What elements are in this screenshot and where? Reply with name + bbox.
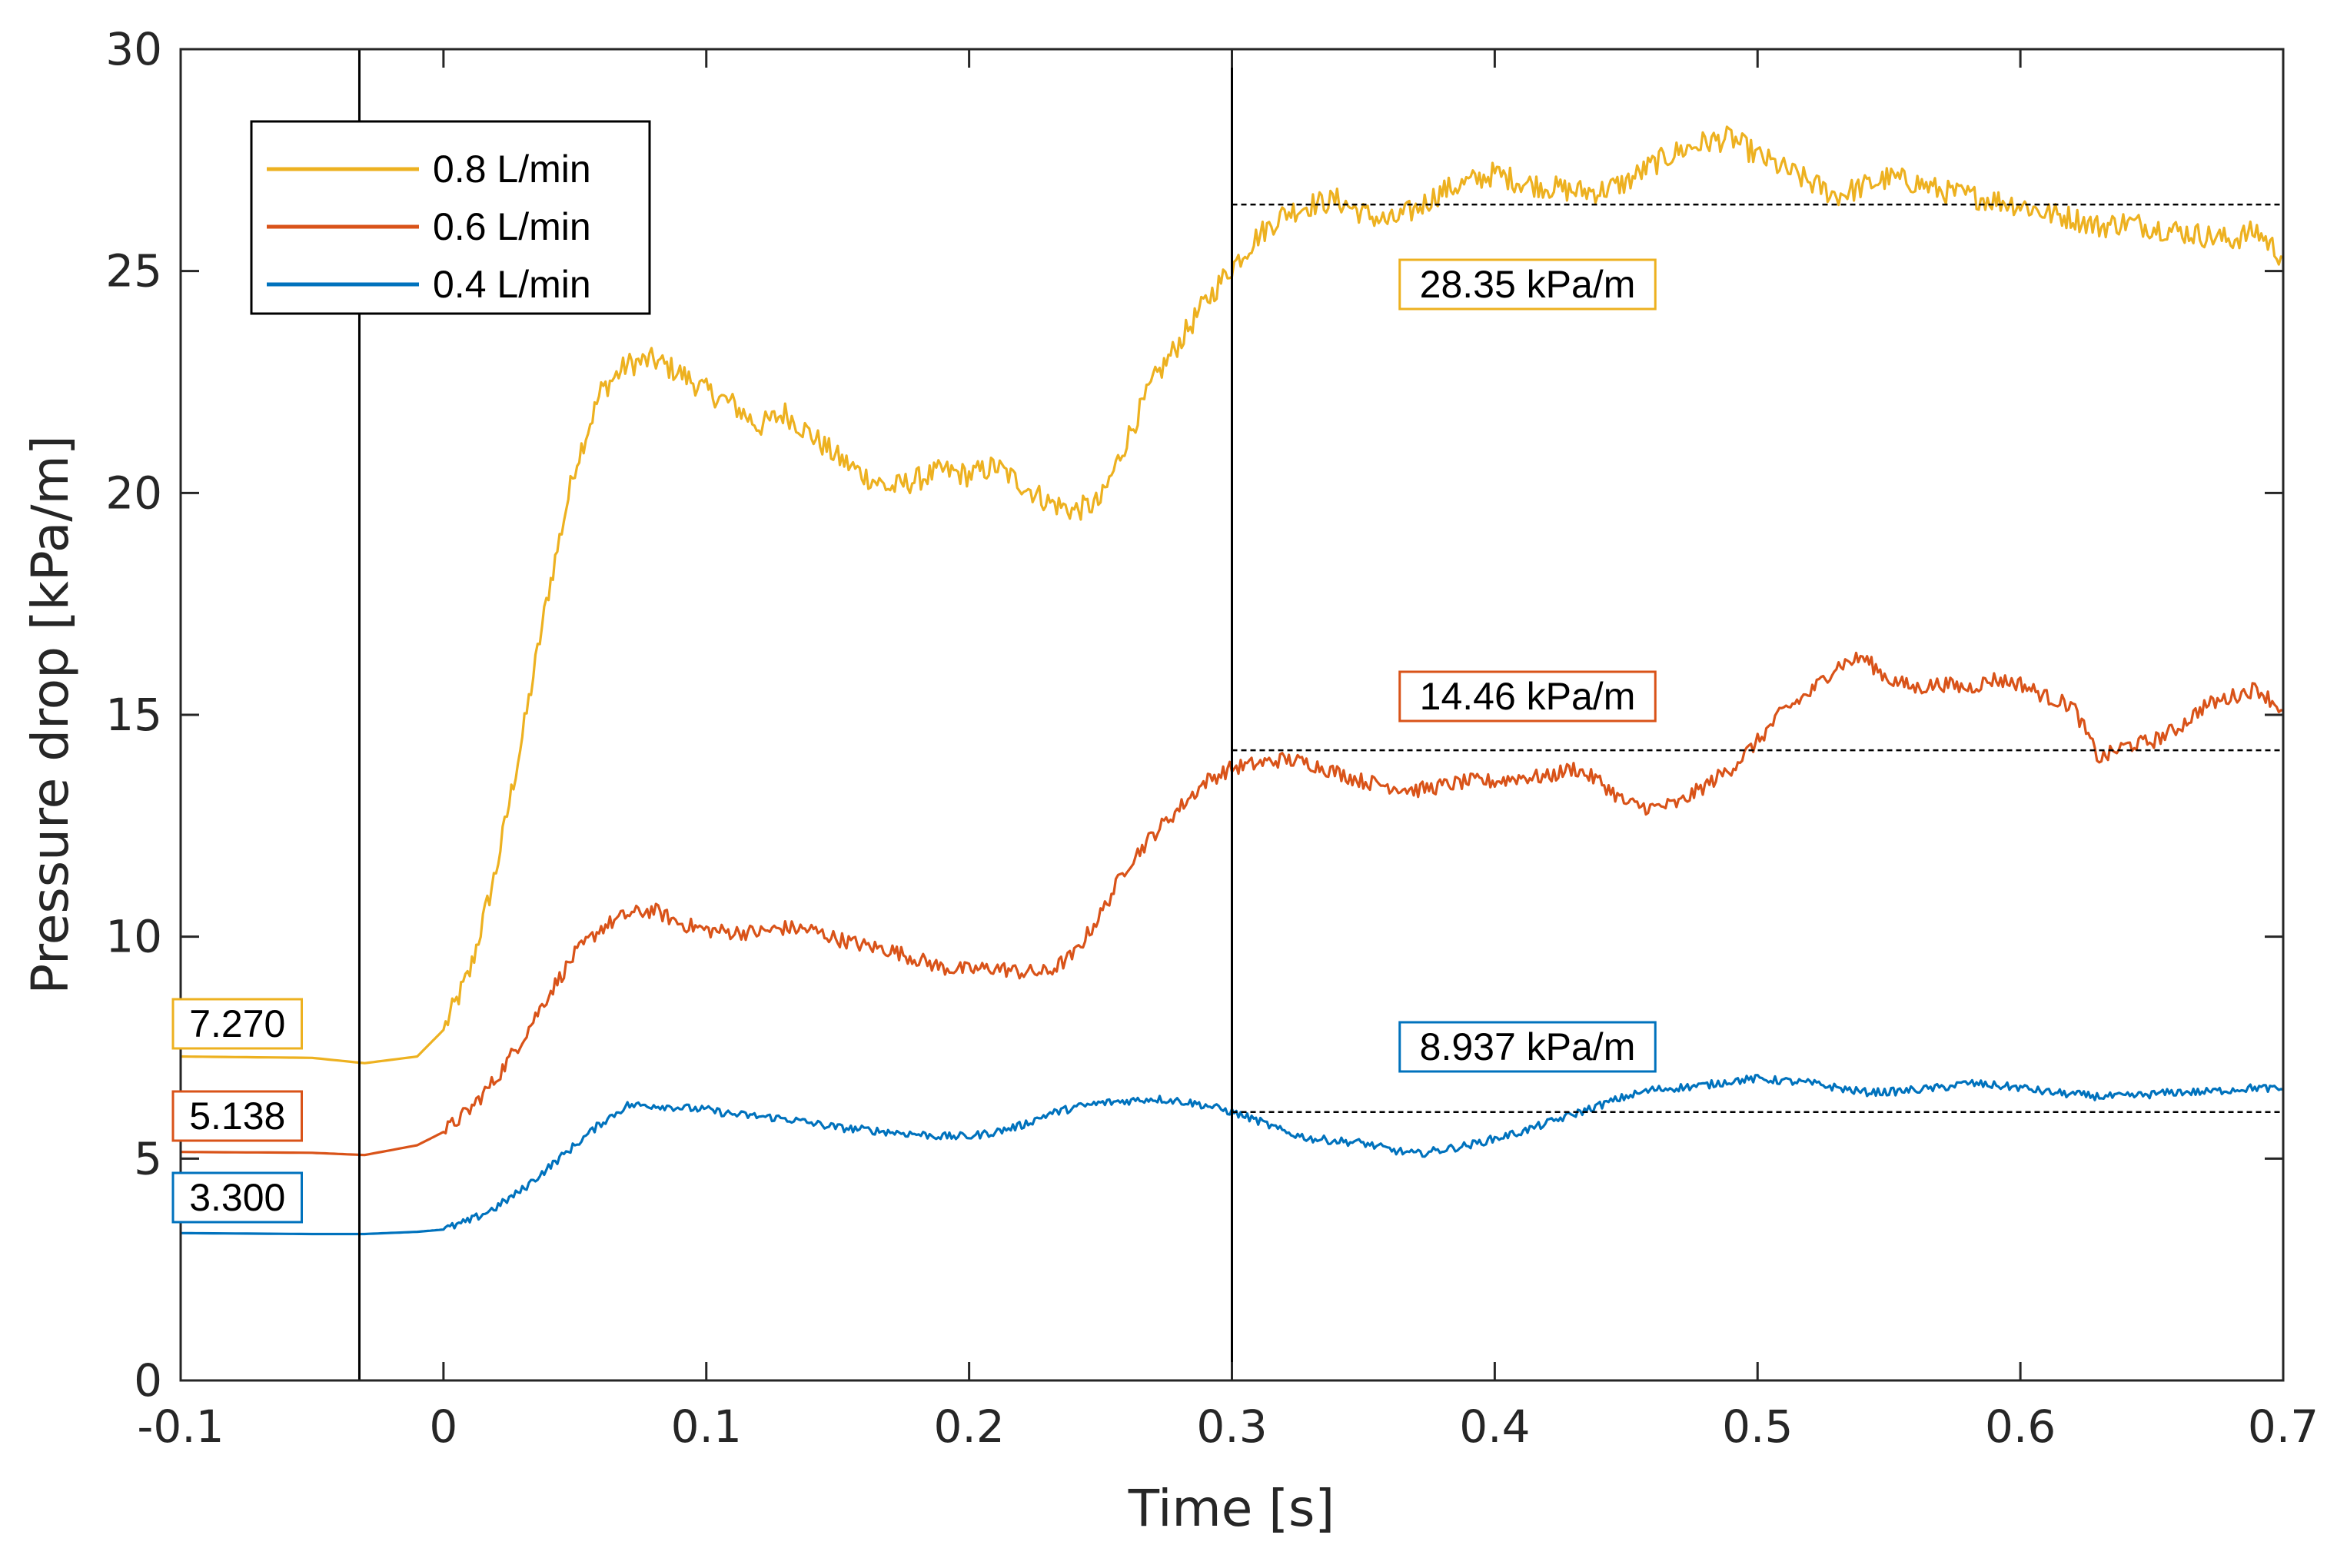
x-tick-label: -0.1 [137, 1400, 224, 1453]
series-line [180, 1074, 2284, 1236]
y-tick-label: 10 [105, 911, 162, 963]
x-tick-label: 0.4 [1459, 1400, 1530, 1453]
x-tick-label: 0.5 [1722, 1400, 1793, 1453]
x-tick-label: 0.1 [671, 1400, 742, 1453]
x-tick-label: 0.6 [1985, 1400, 2056, 1453]
y-tick-label: 15 [105, 689, 162, 741]
annotation-box [1398, 670, 1657, 723]
annotation-text: 3.300 [189, 1176, 285, 1219]
legend-item: 0.8 L/min [267, 148, 591, 191]
y-axis-title: Pressure drop [kPa/m] [21, 435, 80, 994]
legend-label: 0.6 L/min [433, 205, 591, 248]
legend-label: 0.8 L/min [433, 148, 591, 191]
annotation-text: 28.35 kPa/m [1420, 263, 1636, 306]
legend-label: 0.4 L/min [433, 263, 591, 306]
annotation-text: 8.937 kPa/m [1420, 1025, 1636, 1068]
series-layer [180, 125, 2284, 1236]
annotation-box [171, 998, 303, 1050]
value-annotation: 8.937 kPa/m [1398, 1021, 1657, 1073]
annotation-box [1398, 1021, 1657, 1073]
value-annotation: 7.270 [171, 998, 303, 1050]
series-line [180, 651, 2284, 1157]
legend-box [250, 120, 651, 315]
legend: 0.8 L/min 0.6 L/min 0.4 L/min [250, 120, 651, 315]
value-annotation: 3.300 [171, 1171, 303, 1224]
x-tick-label: 0.2 [934, 1400, 1005, 1453]
value-annotation: 14.46 kPa/m [1398, 670, 1657, 723]
y-tick-label: 25 [105, 245, 162, 297]
x-tick-label: 0.3 [1196, 1400, 1267, 1453]
legend-item: 0.4 L/min [267, 263, 591, 306]
annotation-box [1398, 258, 1657, 311]
x-tick-label: 0.7 [2248, 1400, 2319, 1453]
x-tick-label: 0 [429, 1400, 457, 1453]
annotation-text: 5.138 [189, 1095, 285, 1138]
annotation-box [171, 1171, 303, 1224]
value-annotation: 5.138 [171, 1090, 303, 1142]
annotation-text: 7.270 [189, 1002, 285, 1045]
y-tick-label: 30 [105, 23, 162, 75]
legend-item: 0.6 L/min [267, 205, 591, 248]
y-tick-label: 5 [134, 1132, 162, 1184]
series-line [180, 125, 2284, 1065]
x-axis-title: Time [s] [1128, 1479, 1335, 1538]
annotation-layer: 7.270 28.35 kPa/m 5.138 14.46 kPa/m 3.300 8.9… [171, 258, 1657, 1224]
annotation-box [171, 1090, 303, 1142]
value-annotation: 28.35 kPa/m [1398, 258, 1657, 311]
annotation-text: 14.46 kPa/m [1420, 675, 1636, 718]
y-tick-label: 0 [134, 1354, 162, 1407]
y-tick-label: 20 [105, 467, 162, 519]
